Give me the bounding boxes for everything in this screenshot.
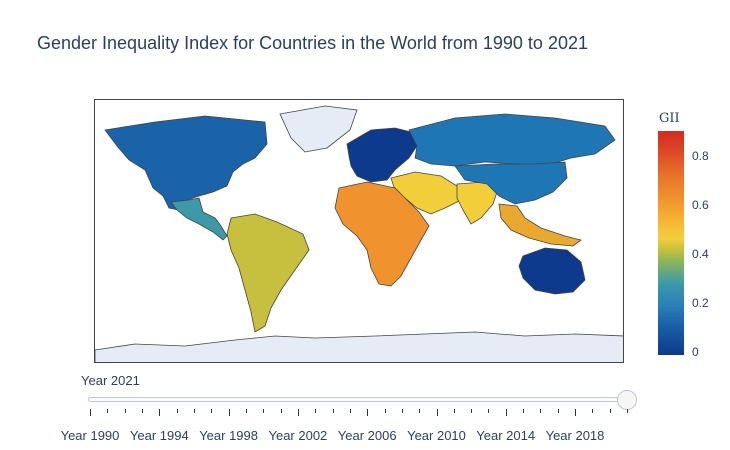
- region-east-asia[interactable]: [454, 161, 568, 205]
- region-central-america[interactable]: [170, 197, 228, 241]
- slider-tick-mark: [419, 409, 421, 413]
- slider-tick-mark: [297, 409, 299, 416]
- colorbar-tick-2: 0.4: [692, 247, 709, 261]
- region-north-america[interactable]: [104, 115, 268, 211]
- region-southeast-asia[interactable]: [498, 203, 582, 247]
- map-svg[interactable]: [95, 100, 624, 363]
- slider-tick-mark: [332, 409, 334, 413]
- slider-tick-mark: [280, 409, 282, 413]
- slider-tick-mark: [90, 409, 91, 416]
- slider-tick-mark: [142, 409, 143, 413]
- colorbar-tick-4: 0.8: [692, 149, 709, 163]
- slider-tick-mark: [124, 409, 126, 413]
- region-antarctica[interactable]: [95, 331, 624, 363]
- region-africa[interactable]: [334, 181, 430, 287]
- slider-tick-label[interactable]: Year 2014: [476, 428, 536, 443]
- world-choropleth-map[interactable]: [94, 99, 624, 363]
- slider-tick-mark: [315, 409, 317, 413]
- slider-tick-label[interactable]: Year 2002: [268, 428, 328, 443]
- slider-tick-mark: [367, 409, 369, 416]
- year-slider-handle[interactable]: [617, 390, 637, 410]
- slider-tick-mark: [211, 409, 213, 413]
- slider-tick-mark: [453, 409, 455, 413]
- region-russia[interactable]: [408, 113, 616, 167]
- region-south-america[interactable]: [226, 213, 310, 333]
- slider-tick-mark: [523, 409, 525, 413]
- colorbar-tick-3: 0.6: [692, 198, 709, 212]
- slider-tick-mark: [505, 409, 507, 416]
- slider-tick-label[interactable]: Year 1994: [129, 428, 189, 443]
- slider-tick-mark: [349, 409, 351, 413]
- colorbar-tick-0: 0: [692, 345, 699, 359]
- slider-tick-mark: [471, 409, 473, 413]
- slider-tick-label[interactable]: Year 1998: [199, 428, 258, 443]
- slider-tick-mark: [575, 409, 576, 416]
- slider-tick-mark: [488, 409, 490, 413]
- slider-tick-mark: [592, 409, 594, 413]
- slider-current-value: Year 2021: [81, 373, 140, 388]
- slider-tick-label[interactable]: Year 1990: [60, 428, 120, 443]
- slider-tick-mark: [557, 409, 559, 413]
- slider-tick-mark: [384, 409, 386, 413]
- year-slider-rail[interactable]: [88, 397, 630, 402]
- slider-tick-mark: [193, 409, 195, 413]
- slider-tick-mark: [609, 409, 611, 413]
- slider-tick-mark: [245, 409, 247, 413]
- region-australia[interactable]: [518, 247, 586, 295]
- colorbar-title: GII: [659, 111, 680, 126]
- region-europe[interactable]: [346, 127, 418, 183]
- colorbar: [658, 131, 684, 355]
- slider-tick-mark: [401, 409, 403, 413]
- slider-tick-label[interactable]: Year 2018: [545, 428, 605, 443]
- slider-tick-mark: [627, 409, 628, 413]
- slider-tick-label[interactable]: Year 2006: [337, 428, 397, 443]
- slider-tick-mark: [176, 409, 178, 413]
- region-greenland[interactable]: [279, 105, 358, 153]
- slider-tick-mark: [107, 409, 109, 413]
- colorbar-tick-1: 0.2: [692, 296, 709, 310]
- slider-tick-mark: [436, 409, 438, 416]
- slider-tick-mark: [263, 409, 265, 413]
- slider-tick-mark: [228, 409, 230, 416]
- slider-tick-label[interactable]: Year 2010: [407, 428, 466, 443]
- slider-tick-mark: [540, 409, 542, 413]
- chart-title: Gender Inequality Index for Countries in…: [37, 33, 588, 53]
- slider-tick-mark: [159, 409, 161, 416]
